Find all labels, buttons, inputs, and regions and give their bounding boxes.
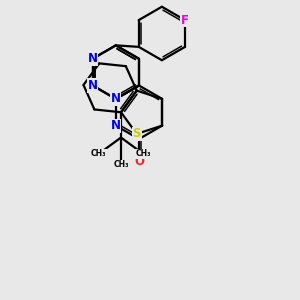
Text: N: N bbox=[111, 119, 121, 132]
Text: CH₃: CH₃ bbox=[136, 149, 151, 158]
Text: N: N bbox=[88, 52, 98, 65]
Text: O: O bbox=[134, 155, 144, 168]
Text: CH₃: CH₃ bbox=[113, 160, 129, 169]
Text: CH₃: CH₃ bbox=[91, 149, 106, 158]
Text: N: N bbox=[88, 79, 98, 92]
Text: F: F bbox=[181, 14, 189, 27]
Text: N: N bbox=[111, 92, 121, 105]
Text: S: S bbox=[133, 128, 141, 140]
